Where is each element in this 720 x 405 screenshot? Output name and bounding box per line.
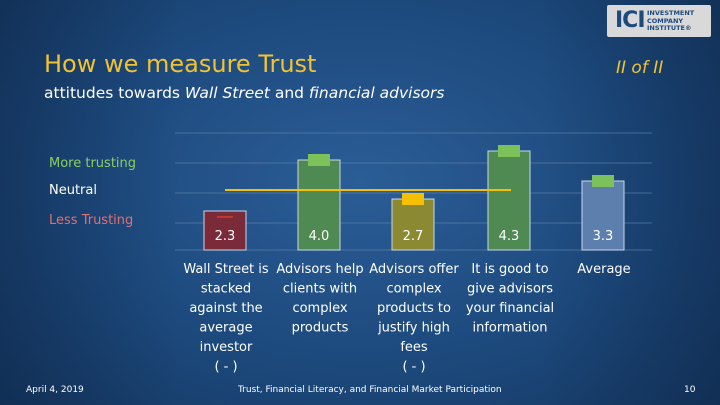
subtitle-mid: and: [269, 84, 309, 102]
category-label: give advisors: [467, 282, 553, 297]
category-label: Wall Street is: [183, 262, 269, 277]
category-label: Average: [577, 262, 630, 277]
category-label: complex: [386, 282, 441, 297]
category-label: clients with: [283, 282, 357, 297]
bar-marker: [402, 193, 424, 205]
category-label: justify high: [377, 321, 450, 336]
category-label: fees: [400, 340, 428, 355]
bar-marker: [308, 154, 330, 166]
category-label: Advisors help: [276, 262, 363, 277]
footer-page-number: 10: [684, 385, 696, 395]
category-label: Advisors offer: [369, 262, 459, 277]
level-label: Neutral: [49, 183, 97, 198]
category-label: information: [472, 321, 547, 336]
category-label: ( - ): [402, 360, 425, 375]
category-label: products to: [377, 301, 451, 316]
bar-marker: [592, 175, 614, 187]
slide-title: How we measure Trust: [44, 50, 317, 78]
category-label: stacked: [201, 282, 251, 297]
subtitle-prefix: attitudes towards: [44, 84, 185, 102]
value-label: 2.3: [215, 229, 236, 244]
value-label: 2.7: [403, 229, 424, 244]
category-label: investor: [200, 340, 253, 355]
bar-marker: [498, 145, 520, 157]
footer-source: Trust, Financial Literacy, and Financial…: [238, 385, 502, 395]
bar: [391, 198, 435, 251]
category-label: complex: [292, 301, 347, 316]
ici-logo-text: INVESTMENT COMPANY INSTITUTE®: [647, 9, 695, 32]
bar: [487, 150, 531, 251]
level-label: Less Trusting: [49, 213, 133, 228]
subtitle-wall-street: Wall Street: [184, 84, 270, 102]
ici-logo-mark: ICI: [615, 8, 646, 33]
value-label: 3.3: [593, 229, 614, 244]
category-label: products: [292, 321, 349, 336]
category-label: your financial: [466, 301, 554, 316]
footer-date: April 4, 2019: [26, 385, 84, 395]
slide-subtitle: attitudes towards Wall Street and financ…: [44, 84, 444, 102]
category-label: ( - ): [214, 360, 237, 375]
category-label: It is good to: [471, 262, 548, 277]
value-label: 4.0: [309, 229, 330, 244]
bar: [581, 180, 625, 251]
level-label: More trusting: [49, 156, 136, 171]
subtitle-financial-advisors: financial advisors: [308, 84, 445, 102]
ici-logo: ICI INVESTMENT COMPANY INSTITUTE®: [607, 5, 711, 37]
category-label: against the: [189, 301, 262, 316]
value-label: 4.3: [499, 229, 520, 244]
category-label: average: [199, 321, 252, 336]
bar: [297, 159, 341, 251]
page-indicator: II of II: [616, 58, 664, 78]
